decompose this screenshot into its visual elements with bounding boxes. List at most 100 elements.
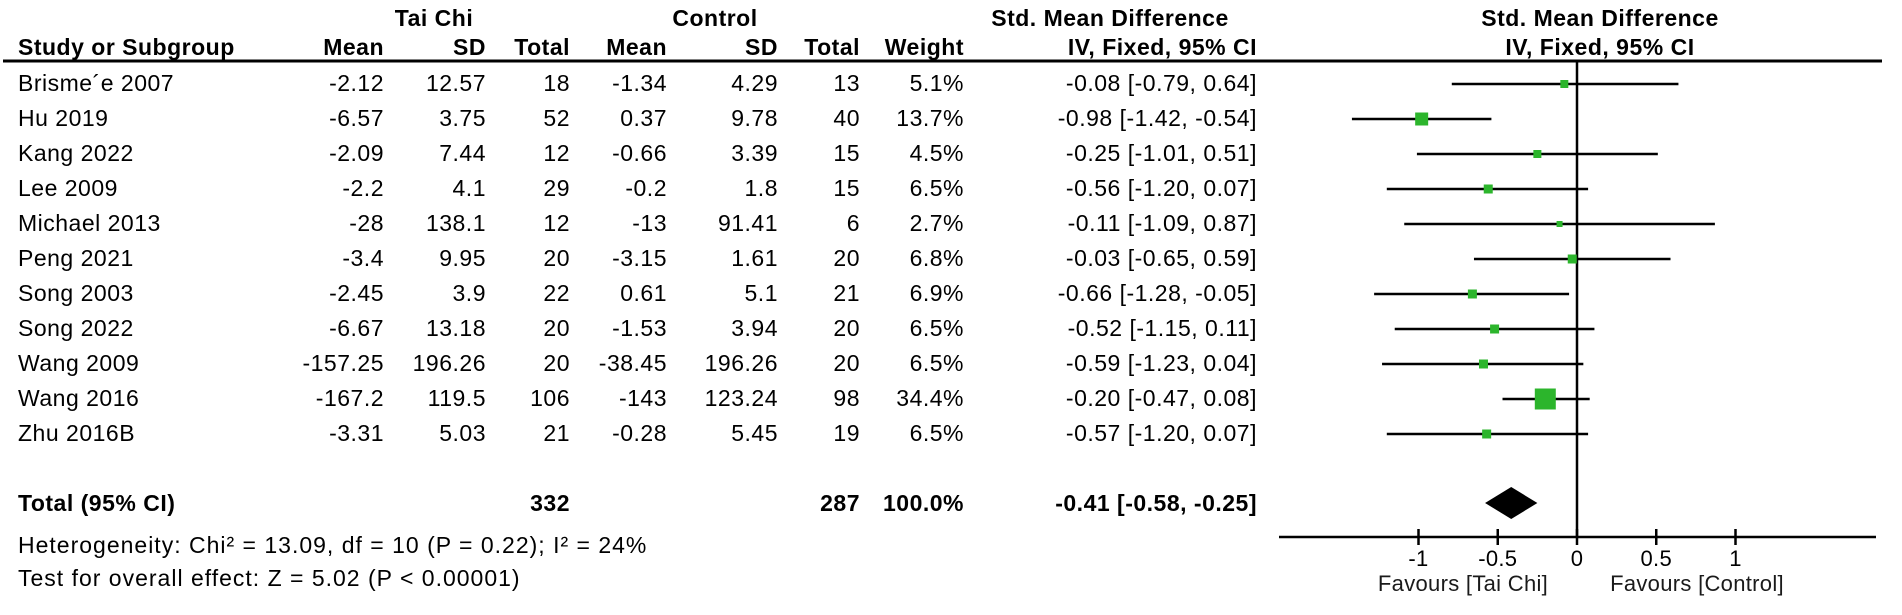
favours-right-label: Favours [Control] [1610, 571, 1784, 596]
effect-ci-cell: -0.98 [-1.42, -0.54] [1057, 105, 1257, 131]
control-total-cell: 21 [833, 280, 860, 306]
plot-column-subheader: IV, Fixed, 95% CI [1505, 34, 1695, 60]
control-mean-cell: -13 [632, 210, 667, 236]
taichi-mean-cell: -2.2 [342, 175, 384, 201]
heterogeneity-text: Heterogeneity: Chi² = 13.09, df = 10 (P … [18, 532, 648, 558]
column-header-sd-taichi: SD [453, 34, 486, 60]
control-total-cell: 15 [833, 175, 860, 201]
study-row: Brisme´e 2007 -2.12 12.57 18 -1.34 4.29 … [18, 66, 1257, 101]
effect-column-header: Std. Mean Difference [991, 5, 1229, 31]
taichi-sd-cell: 138.1 [425, 210, 486, 236]
taichi-total-cell: 12 [543, 210, 570, 236]
taichi-sd-cell: 12.57 [425, 70, 486, 96]
axis-tick-label: 1 [1729, 546, 1742, 571]
effect-ci-cell: -0.59 [-1.23, 0.04] [1065, 350, 1257, 376]
control-sd-cell: 196.26 [704, 350, 778, 376]
study-name-cell: Lee 2009 [18, 175, 118, 201]
effect-square [1534, 388, 1556, 410]
taichi-sd-cell: 7.44 [439, 140, 486, 166]
study-row: Song 2003 -2.45 3.9 22 0.61 5.1 21 6.9% … [18, 276, 1257, 311]
column-header-total-control: Total [804, 34, 860, 60]
study-row: Wang 2016 -167.2 119.5 106 -143 123.24 9… [18, 381, 1257, 416]
taichi-sd-cell: 9.95 [439, 245, 486, 271]
control-total-cell: 15 [833, 140, 860, 166]
total-empty-sd2 [667, 486, 778, 521]
taichi-mean-cell: -167.2 [315, 385, 384, 411]
taichi-mean-cell: -3.31 [329, 420, 384, 446]
effect-square [1533, 150, 1542, 158]
study-name-cell: Peng 2021 [18, 245, 134, 271]
study-name-cell: Song 2022 [18, 315, 134, 341]
total-empty-sd1 [384, 486, 486, 521]
control-total-cell: 20 [833, 315, 860, 341]
taichi-total-cell: 12 [543, 140, 570, 166]
control-sd-cell: 3.39 [731, 140, 778, 166]
control-mean-cell: -38.45 [598, 350, 667, 376]
control-sd-cell: 5.1 [744, 280, 778, 306]
study-name-cell: Brisme´e 2007 [18, 70, 175, 96]
taichi-total-cell: 29 [543, 175, 570, 201]
control-mean-cell: -0.28 [612, 420, 667, 446]
total-label: Total (95% CI) [18, 490, 176, 516]
taichi-sd-cell: 5.03 [439, 420, 486, 446]
taichi-mean-cell: -3.4 [342, 245, 384, 271]
column-header-mean-taichi: Mean [323, 34, 384, 60]
effect-ci-cell: -0.08 [-0.79, 0.64] [1065, 70, 1257, 96]
control-sd-cell: 4.29 [731, 70, 778, 96]
taichi-mean-cell: -6.57 [329, 105, 384, 131]
axis-tick-label: 0.5 [1640, 546, 1672, 571]
axis-tick-label: 0 [1570, 546, 1584, 571]
total-n-taichi: 332 [530, 490, 570, 516]
effect-square [1567, 254, 1577, 264]
effect-square [1490, 324, 1500, 334]
taichi-total-cell: 106 [530, 385, 570, 411]
control-mean-cell: -0.2 [625, 175, 667, 201]
control-sd-cell: 9.78 [731, 105, 778, 131]
study-rows: Brisme´e 2007 -2.12 12.57 18 -1.34 4.29 … [0, 66, 1902, 451]
taichi-mean-cell: -157.25 [302, 350, 384, 376]
control-total-cell: 19 [833, 420, 860, 446]
effect-ci-cell: -0.03 [-0.65, 0.59] [1065, 245, 1257, 271]
taichi-total-cell: 18 [543, 70, 570, 96]
control-mean-cell: 0.37 [620, 105, 667, 131]
effect-square [1478, 359, 1488, 369]
group-header-control: Control [672, 5, 758, 31]
overall-effect-text: Test for overall effect: Z = 5.02 (P < 0… [18, 565, 521, 591]
control-mean-cell: -1.34 [612, 70, 667, 96]
weight-cell: 13.7% [896, 105, 964, 131]
weight-cell: 4.5% [909, 140, 964, 166]
weight-cell: 2.7% [909, 210, 964, 236]
column-header-mean-control: Mean [606, 34, 667, 60]
weight-cell: 6.5% [909, 175, 964, 201]
study-row: Lee 2009 -2.2 4.1 29 -0.2 1.8 15 6.5% -0… [18, 171, 1257, 206]
column-header-weight: Weight [884, 34, 964, 60]
total-empty-mean1 [298, 486, 384, 521]
control-total-cell: 20 [833, 350, 860, 376]
taichi-mean-cell: -28 [349, 210, 384, 236]
control-sd-cell: 1.61 [731, 245, 778, 271]
plot-column-header: Std. Mean Difference [1481, 5, 1719, 31]
group-header-taichi: Tai Chi [394, 5, 474, 31]
table-header-row: Study or Subgroup Mean SD Total Mean SD … [18, 34, 1257, 60]
study-name-cell: Kang 2022 [18, 140, 134, 166]
effect-ci-cell: -0.66 [-1.28, -0.05] [1057, 280, 1257, 306]
weight-cell: 6.5% [909, 315, 964, 341]
column-header-effect-ci: IV, Fixed, 95% CI [1067, 34, 1257, 60]
effect-square [1556, 221, 1563, 227]
total-weight: 100.0% [882, 490, 964, 516]
weight-cell: 34.4% [896, 385, 964, 411]
study-row: Hu 2019 -6.57 3.75 52 0.37 9.78 40 13.7%… [18, 101, 1257, 136]
control-mean-cell: -143 [618, 385, 667, 411]
effect-ci-cell: -0.20 [-0.47, 0.08] [1065, 385, 1257, 411]
column-header-study: Study or Subgroup [18, 34, 235, 60]
control-total-cell: 13 [833, 70, 860, 96]
study-name-cell: Zhu 2016B [18, 420, 136, 446]
weight-cell: 5.1% [909, 70, 964, 96]
effect-ci-cell: -0.25 [-1.01, 0.51] [1065, 140, 1257, 166]
taichi-sd-cell: 196.26 [412, 350, 486, 376]
taichi-mean-cell: -2.45 [329, 280, 384, 306]
taichi-mean-cell: -2.09 [329, 140, 384, 166]
total-effect-ci: -0.41 [-0.58, -0.25] [1055, 490, 1257, 516]
